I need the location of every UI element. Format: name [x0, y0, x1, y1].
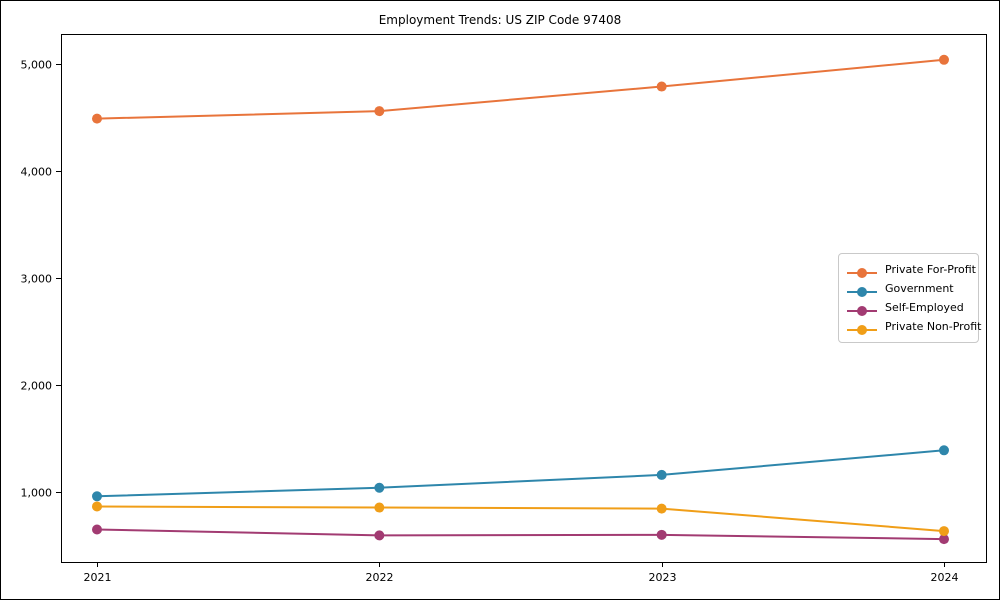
data-point-private-non-profit — [92, 501, 102, 512]
legend-label: Self-Employed — [885, 301, 964, 314]
legend-line-marker-icon — [847, 302, 877, 316]
data-point-private-for-profit — [938, 54, 949, 65]
data-point-private-for-profit — [656, 81, 667, 92]
x-tick-label: 2021 — [84, 571, 112, 584]
y-tick-label: 2,000 — [21, 380, 53, 393]
y-tick-label: 4,000 — [21, 166, 53, 179]
x-tick-label: 2022 — [366, 571, 394, 584]
legend-item-government: Government — [847, 279, 972, 298]
axes-frame — [61, 34, 987, 563]
legend-line-marker-icon — [847, 264, 877, 278]
data-point-self-employed — [656, 529, 667, 540]
data-point-private-for-profit — [374, 106, 385, 117]
data-point-private-non-profit — [656, 503, 667, 514]
data-point-government — [374, 482, 385, 493]
legend-label: Private Non-Profit — [885, 320, 982, 333]
data-point-private-non-profit — [938, 526, 949, 537]
legend-item-private-for-profit: Private For-Profit — [847, 260, 976, 279]
series-line-government — [96, 449, 945, 498]
data-point-government — [92, 491, 102, 502]
legend-line-marker-icon — [847, 283, 877, 297]
data-point-self-employed — [374, 530, 385, 541]
y-tick-label: 3,000 — [21, 273, 53, 286]
y-tick-label: 1,000 — [21, 487, 53, 500]
legend-item-self-employed: Self-Employed — [847, 298, 972, 317]
y-tick-label: 5,000 — [21, 59, 53, 72]
series-line-self-employed — [96, 528, 945, 541]
series-line-private-for-profit — [96, 58, 945, 120]
legend: Private For-Profit Government Self-Employe… — [838, 253, 981, 343]
data-point-self-employed — [938, 534, 949, 545]
x-tick-label: 2024 — [931, 571, 959, 584]
x-tick-label: 2023 — [649, 571, 677, 584]
legend-item-private-non-profit: Private Non-Profit — [847, 317, 981, 336]
chart-title: Employment Trends: US ZIP Code 97408 — [378, 13, 622, 27]
data-point-self-employed — [92, 524, 102, 535]
data-point-government — [656, 469, 667, 480]
data-point-private-for-profit — [92, 113, 102, 124]
legend-line-marker-icon — [847, 321, 877, 335]
legend-label: Private For-Profit — [885, 263, 976, 276]
data-point-government — [938, 445, 949, 456]
legend-label: Government — [885, 282, 954, 295]
data-point-private-non-profit — [374, 502, 385, 513]
series-line-private-non-profit — [96, 505, 945, 533]
